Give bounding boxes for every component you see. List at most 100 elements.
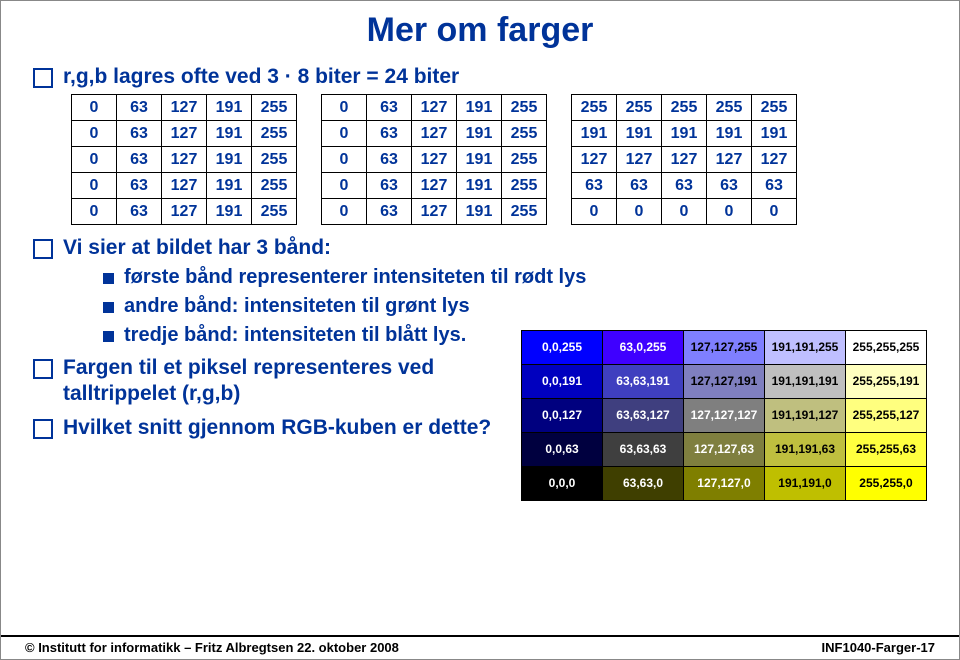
color-cell: 191,191,63: [765, 432, 846, 466]
table-cell: 191: [207, 199, 252, 225]
bullet-4-text: Hvilket snitt gjennom RGB-kuben er dette…: [63, 415, 491, 441]
table-cell: 127: [162, 173, 207, 199]
table-cell: 127: [572, 147, 617, 173]
table-cell: 0: [72, 121, 117, 147]
table-cell: 0: [752, 199, 797, 225]
table-cell: 127: [162, 199, 207, 225]
color-cell: 127,127,191: [684, 364, 765, 398]
table-cell: 127: [617, 147, 662, 173]
slide-title: Mer om farger: [33, 11, 927, 50]
bullet-2-text: Vi sier at bildet har 3 bånd:: [63, 235, 331, 261]
bullet-icon: [33, 419, 53, 439]
table-cell: 0: [707, 199, 752, 225]
bullet-icon: [33, 239, 53, 259]
table-cell: 0: [572, 199, 617, 225]
bullet-icon: [33, 68, 53, 88]
color-cell: 127,127,0: [684, 466, 765, 500]
color-table: 0,0,25563,0,255127,127,255191,191,255255…: [521, 330, 927, 501]
tables-row: 0631271912550631271912550631271912550631…: [71, 94, 927, 225]
table-cell: 0: [617, 199, 662, 225]
table-cell: 191: [457, 121, 502, 147]
data-table-b: 0631271912550631271912550631271912550631…: [321, 94, 547, 225]
bullet-1: r,g,b lagres ofte ved 3 · 8 biter = 24 b…: [33, 64, 927, 90]
color-cell: 255,255,0: [846, 466, 927, 500]
color-cell: 63,63,0: [603, 466, 684, 500]
table-cell: 0: [322, 147, 367, 173]
table-cell: 0: [72, 173, 117, 199]
table-cell: 63: [707, 173, 752, 199]
table-cell: 127: [707, 147, 752, 173]
color-cell: 255,255,191: [846, 364, 927, 398]
bullet-2: Vi sier at bildet har 3 bånd:: [33, 235, 927, 261]
table-cell: 63: [117, 173, 162, 199]
table-cell: 63: [367, 95, 412, 121]
table-cell: 63: [367, 147, 412, 173]
table-cell: 255: [707, 95, 752, 121]
table-cell: 127: [412, 121, 457, 147]
table-cell: 255: [252, 147, 297, 173]
table-cell: 255: [502, 199, 547, 225]
table-cell: 63: [367, 173, 412, 199]
table-cell: 191: [207, 95, 252, 121]
table-cell: 127: [752, 147, 797, 173]
sub-bullet-icon: [103, 331, 114, 342]
table-cell: 255: [252, 173, 297, 199]
data-table-c: 2552552552552551911911911911911271271271…: [571, 94, 797, 225]
color-cell: 191,191,127: [765, 398, 846, 432]
footer-right: INF1040-Farger-17: [822, 640, 935, 655]
table-cell: 255: [752, 95, 797, 121]
table-cell: 255: [502, 95, 547, 121]
table-cell: 191: [617, 121, 662, 147]
color-cell: 0,0,63: [522, 432, 603, 466]
table-cell: 127: [662, 147, 707, 173]
color-cell: 0,0,127: [522, 398, 603, 432]
color-cell: 63,63,191: [603, 364, 684, 398]
table-cell: 191: [207, 147, 252, 173]
table-cell: 127: [162, 147, 207, 173]
table-cell: 191: [207, 173, 252, 199]
sub-bullet-1: første bånd representerer intensiteten t…: [103, 266, 927, 289]
table-cell: 63: [367, 199, 412, 225]
color-cell: 191,191,0: [765, 466, 846, 500]
table-cell: 63: [662, 173, 707, 199]
slide: Mer om farger r,g,b lagres ofte ved 3 · …: [0, 0, 960, 660]
two-col: tredje bånd: intensiteten til blått lys.…: [33, 324, 927, 501]
color-cell: 0,0,0: [522, 466, 603, 500]
table-cell: 127: [162, 121, 207, 147]
sub-bullet-2-text: andre bånd: intensiteten til grønt lys: [124, 295, 470, 318]
table-cell: 191: [662, 121, 707, 147]
table-cell: 0: [72, 199, 117, 225]
table-cell: 127: [412, 199, 457, 225]
table-cell: 63: [752, 173, 797, 199]
table-cell: 127: [412, 147, 457, 173]
table-cell: 0: [72, 95, 117, 121]
table-cell: 191: [207, 121, 252, 147]
bullet-1-text: r,g,b lagres ofte ved 3 · 8 biter = 24 b…: [63, 64, 459, 90]
color-cell: 255,255,127: [846, 398, 927, 432]
sub-bullet-3-text: tredje bånd: intensiteten til blått lys.: [124, 324, 466, 347]
footer: © Institutt for informatikk – Fritz Albr…: [1, 635, 959, 655]
table-cell: 63: [117, 121, 162, 147]
color-cell: 127,127,63: [684, 432, 765, 466]
table-cell: 255: [662, 95, 707, 121]
table-cell: 127: [412, 95, 457, 121]
table-cell: 255: [252, 95, 297, 121]
table-cell: 0: [72, 147, 117, 173]
table-cell: 191: [457, 147, 502, 173]
color-cell: 63,0,255: [603, 330, 684, 364]
color-cell: 0,0,255: [522, 330, 603, 364]
table-cell: 191: [752, 121, 797, 147]
table-cell: 255: [502, 147, 547, 173]
table-cell: 127: [162, 95, 207, 121]
table-cell: 127: [412, 173, 457, 199]
table-cell: 191: [457, 95, 502, 121]
bullet-4: Hvilket snitt gjennom RGB-kuben er dette…: [33, 415, 501, 441]
color-cell: 0,0,191: [522, 364, 603, 398]
color-cell: 63,63,127: [603, 398, 684, 432]
left-column: tredje bånd: intensiteten til blått lys.…: [33, 324, 501, 450]
sub-bullet-icon: [103, 273, 114, 284]
table-cell: 191: [457, 173, 502, 199]
table-cell: 0: [322, 121, 367, 147]
bullet-icon: [33, 359, 53, 379]
sub-bullet-icon: [103, 302, 114, 313]
